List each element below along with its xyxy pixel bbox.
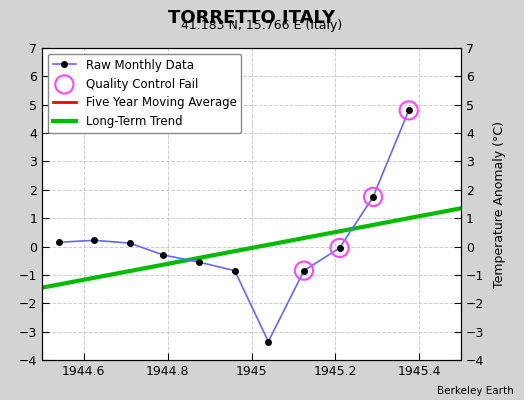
Raw Monthly Data bbox=[127, 241, 133, 246]
Quality Control Fail bbox=[300, 268, 308, 274]
Raw Monthly Data bbox=[160, 253, 167, 258]
Legend: Raw Monthly Data, Quality Control Fail, Five Year Moving Average, Long-Term Tren: Raw Monthly Data, Quality Control Fail, … bbox=[48, 54, 241, 133]
Raw Monthly Data bbox=[56, 240, 62, 245]
Y-axis label: Temperature Anomaly (°C): Temperature Anomaly (°C) bbox=[493, 120, 506, 288]
Text: 41.183 N, 15.766 E (Italy): 41.183 N, 15.766 E (Italy) bbox=[181, 20, 343, 32]
Raw Monthly Data bbox=[232, 268, 238, 273]
Text: Berkeley Earth: Berkeley Earth bbox=[437, 386, 514, 396]
Raw Monthly Data bbox=[91, 238, 97, 243]
Raw Monthly Data bbox=[265, 339, 271, 344]
Raw Monthly Data bbox=[406, 108, 412, 113]
Raw Monthly Data bbox=[196, 260, 202, 264]
Quality Control Fail bbox=[369, 194, 377, 200]
Raw Monthly Data bbox=[336, 246, 343, 250]
Title: TORRETTO ITALY: TORRETTO ITALY bbox=[168, 9, 335, 27]
Quality Control Fail bbox=[335, 245, 344, 251]
Quality Control Fail bbox=[405, 107, 413, 114]
Raw Monthly Data bbox=[370, 194, 376, 199]
Raw Monthly Data bbox=[301, 268, 307, 273]
Line: Raw Monthly Data: Raw Monthly Data bbox=[56, 108, 411, 344]
